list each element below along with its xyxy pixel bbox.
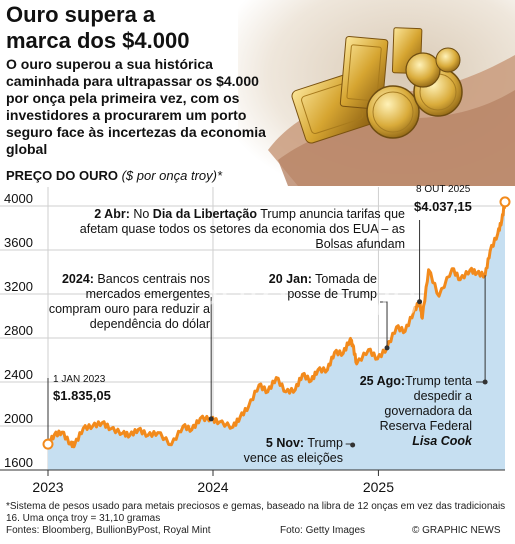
y-tick-label: 1600: [4, 455, 33, 470]
y-tick-label: 3200: [4, 279, 33, 294]
end-value-label: $4.037,15: [414, 199, 472, 214]
annotation-liberation-day: 2 Abr: No Dia da Libertação Trump anunci…: [79, 207, 405, 251]
copyright: © GRAPHIC NEWS: [412, 525, 501, 536]
endpoint-markers: [42, 196, 511, 450]
start-value-label: $1.835,05: [53, 388, 111, 403]
sources: Fontes: Bloomberg, BullionByPost, Royal …: [6, 525, 211, 536]
annotation-central-banks: 2024: Bancos centrais nos mercados emerg…: [48, 272, 210, 331]
page-title: Ouro supera a marca dos $4.000: [6, 2, 190, 53]
x-tick-label: 2025: [363, 479, 394, 495]
chart-unit-label: ($ por onça troy)*: [121, 168, 223, 183]
annotation-dot: [208, 416, 214, 422]
x-tick-label: 2023: [32, 479, 63, 495]
photo-credit: Foto: Getty Images: [280, 525, 366, 536]
y-tick-label: 2000: [4, 411, 33, 426]
y-axis-ticks: 4000 3600 3200 2800 2400 2000 1600: [4, 191, 33, 470]
start-marker: [42, 438, 54, 450]
chart-title: PREÇO DO OURO ($ por onça troy)*: [6, 168, 222, 183]
price-line: [46, 201, 507, 449]
start-date-label: 1 JAN 2023: [53, 374, 106, 385]
annotation-dot: [384, 345, 390, 351]
y-tick-label: 3600: [4, 235, 33, 250]
footnote: *Sistema de pesos usado para metais prec…: [6, 501, 506, 524]
annotation-leaders: [208, 220, 488, 448]
gold-bars-photo: [238, 0, 515, 186]
y-tick-label: 2800: [4, 323, 33, 338]
annotation-lisa-cook: 25 Ago:Trump tenta despedir a governador…: [359, 374, 472, 448]
chart-title-label: PREÇO DO OURO: [6, 168, 118, 183]
annotation-dot: [482, 379, 488, 385]
annotation-dot: [350, 442, 356, 448]
page-subtitle: O ouro superou a sua histórica caminhada…: [6, 56, 266, 157]
annotation-election: 5 Nov: Trump vence as eleições: [243, 436, 343, 465]
watermark: GRAPHIC NEWS: [108, 282, 418, 324]
end-marker: [499, 196, 511, 208]
end-date-label: 8 OUT 2025: [416, 184, 471, 195]
x-axis-ticks: 2023 2024 2025: [0, 469, 505, 495]
annotation-leader-line: [380, 301, 388, 346]
annotation-inauguration: 20 Jan: Tomada de posse de Trump: [268, 272, 377, 301]
x-tick-label: 2024: [197, 479, 228, 495]
price-area: [48, 201, 505, 470]
y-tick-label: 2400: [4, 367, 33, 382]
annotation-dot: [417, 299, 423, 305]
y-tick-label: 4000: [4, 191, 33, 206]
